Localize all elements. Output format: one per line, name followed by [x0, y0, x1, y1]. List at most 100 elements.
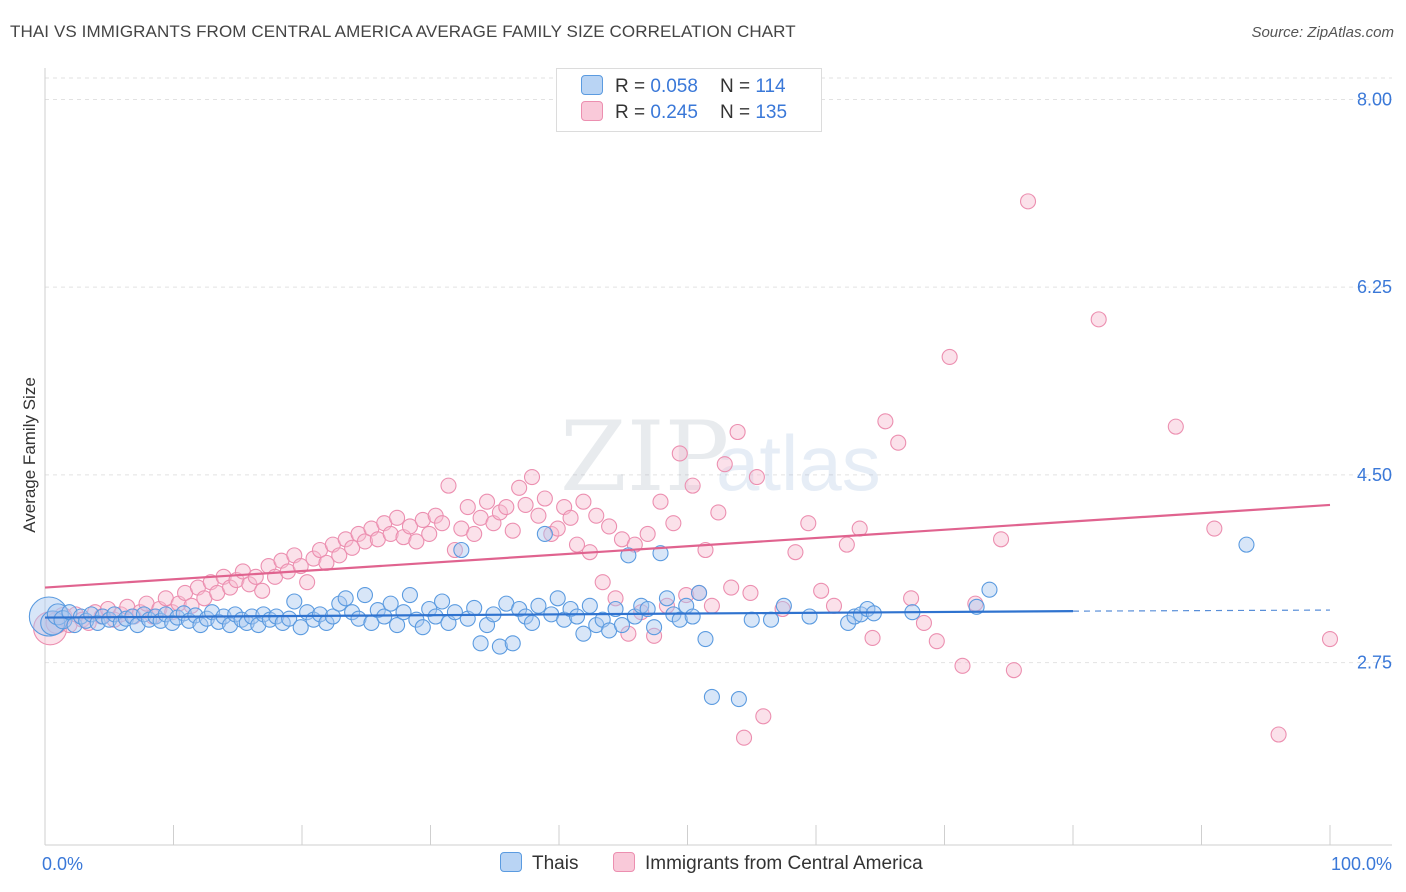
point-central-america — [356, 533, 374, 550]
point-central-america — [941, 348, 958, 365]
x-tick-label: 0.0% — [42, 854, 83, 874]
point-central-america — [1005, 662, 1022, 679]
point-thais — [743, 611, 760, 628]
point-central-america — [446, 541, 463, 559]
point-thais — [453, 541, 470, 559]
point-central-america — [992, 531, 1010, 548]
point-central-america — [517, 496, 534, 513]
legend-swatch-blue — [581, 75, 603, 95]
point-central-america — [813, 582, 830, 599]
point-central-america — [620, 625, 637, 642]
source-label: Source: ZipAtlas.com — [1251, 24, 1394, 41]
point-thais — [658, 590, 675, 607]
point-thais — [427, 608, 444, 625]
chart-title: THAI VS IMMIGRANTS FROM CENTRAL AMERICA … — [10, 22, 796, 41]
point-central-america — [639, 525, 656, 542]
point-central-america — [523, 469, 541, 486]
point-thais — [466, 599, 483, 616]
point-thais — [311, 606, 329, 623]
point-thais — [331, 595, 348, 612]
point-thais — [434, 593, 451, 610]
point-central-america — [401, 518, 418, 535]
point-thais — [286, 593, 303, 610]
point-central-america — [755, 708, 772, 725]
point-central-america — [459, 499, 476, 516]
point-central-america — [568, 536, 586, 553]
legend-row-central-america: R = 0.245 N = 135 — [581, 101, 787, 125]
point-thais — [762, 611, 780, 628]
point-thais — [530, 597, 547, 614]
bottom-legend-thais: Thais — [500, 852, 578, 875]
point-thais — [730, 691, 747, 708]
point-central-america — [389, 509, 406, 526]
point-central-america — [504, 522, 521, 539]
point-central-america — [247, 568, 264, 585]
data-points — [28, 193, 1339, 746]
y-tick-label: 8.00 — [1357, 89, 1392, 109]
point-thais — [337, 590, 354, 607]
point-central-america — [1321, 630, 1339, 648]
point-central-america — [440, 477, 457, 494]
watermark: ZIP atlas — [560, 401, 881, 513]
point-thais — [691, 584, 708, 601]
point-thais — [523, 614, 541, 631]
point-thais — [620, 547, 637, 564]
point-central-america — [408, 533, 425, 550]
point-central-america — [877, 413, 894, 430]
point-central-america — [1090, 311, 1107, 328]
point-central-america — [890, 434, 907, 451]
point-central-america — [646, 627, 663, 644]
point-thais — [840, 614, 857, 631]
point-central-america — [729, 423, 746, 441]
point-thais — [504, 635, 521, 652]
x-tick-labels: 0.0% 100.0% — [42, 854, 1392, 874]
point-thais — [568, 608, 586, 625]
point-thais — [389, 617, 406, 634]
point-thais — [369, 602, 386, 619]
point-central-america — [254, 582, 271, 599]
point-central-america — [331, 547, 348, 564]
point-central-america — [466, 525, 483, 542]
point-central-america — [928, 633, 945, 650]
point-central-america — [716, 456, 733, 473]
point-thais — [581, 597, 598, 614]
point-central-america — [1167, 418, 1184, 435]
point-thais — [401, 587, 418, 604]
point-central-america — [903, 590, 920, 607]
point-central-america — [498, 499, 515, 516]
point-central-america — [1270, 726, 1287, 743]
point-central-america — [478, 493, 496, 510]
point-central-america — [299, 574, 316, 591]
point-thais — [414, 619, 431, 636]
point-thais — [356, 587, 374, 604]
point-thais — [652, 545, 669, 562]
point-central-america — [575, 493, 592, 510]
legend: R = 0.058 N = 114 R = 0.245 N = 135 — [556, 68, 822, 132]
point-thais — [575, 625, 592, 642]
y-axis-label: Average Family Size — [20, 377, 39, 533]
point-central-america — [864, 629, 881, 647]
y-tick-label: 6.25 — [1357, 277, 1392, 297]
point-thais — [227, 606, 244, 623]
point-central-america — [838, 536, 855, 553]
point-central-america — [594, 574, 611, 591]
legend-r-value: 0.245 — [650, 102, 698, 123]
x-tick-label: 100.0% — [1331, 854, 1392, 874]
point-thais — [671, 611, 688, 628]
point-central-america — [787, 544, 804, 561]
point-thais — [852, 606, 870, 623]
trend-line-thais-extension — [1072, 609, 1331, 612]
point-central-america — [684, 477, 701, 494]
watermark-zip: ZIP — [560, 401, 729, 513]
point-central-america — [588, 507, 605, 524]
point-central-america — [344, 539, 361, 556]
point-thais — [536, 525, 553, 542]
point-central-america — [543, 525, 560, 542]
point-central-america — [382, 525, 399, 542]
legend-row-thais: R = 0.058 N = 114 — [581, 75, 786, 99]
point-central-america — [562, 509, 579, 526]
point-central-america — [511, 479, 528, 496]
point-thais — [549, 590, 566, 607]
point-thais — [801, 608, 818, 625]
